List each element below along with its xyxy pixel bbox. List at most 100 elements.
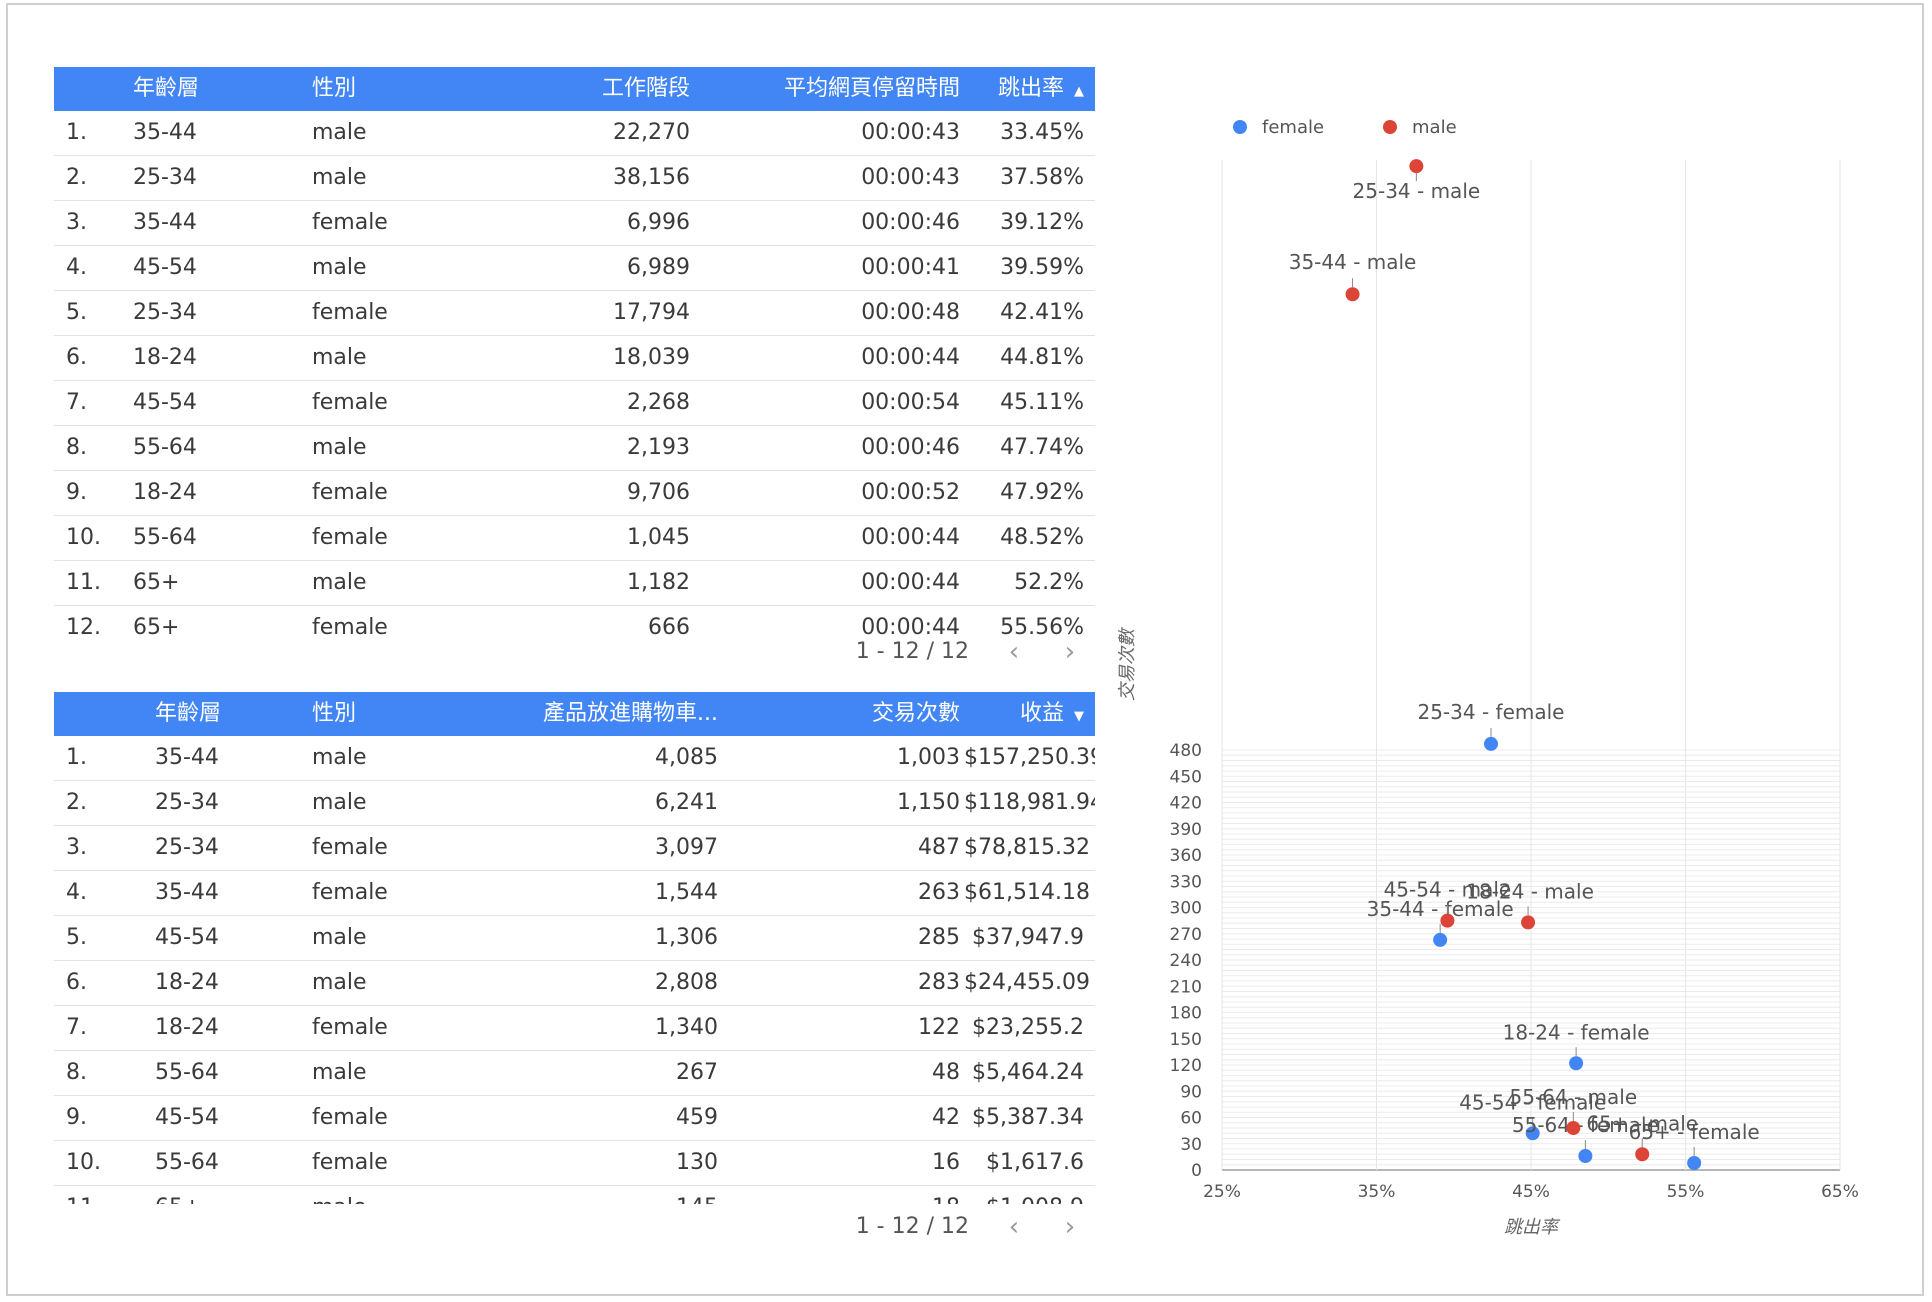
cell-revenue: $78,815.32 [964, 835, 1090, 860]
table-row[interactable]: 7. 18-24 female 1,340 122 $23,255.2 [54, 1006, 1095, 1051]
table-row[interactable]: 5. 45-54 male 1,306 285 $37,947.9 [54, 916, 1095, 961]
header-age[interactable]: 年齡層 [155, 701, 222, 726]
cell-revenue: $1,008.9 [964, 1186, 1084, 1204]
table-row[interactable]: 3. 35-44 female 6,996 00:00:46 39.12% [54, 201, 1095, 246]
legend-marker-female [1233, 120, 1247, 134]
header-age[interactable]: 年齡層 [133, 76, 200, 101]
y-tick-label: 420 [1170, 794, 1202, 814]
table-row[interactable]: 1. 35-44 male 22,270 00:00:43 33.45% [54, 111, 1095, 156]
cell-age: 55-64 [133, 525, 197, 550]
table-row[interactable]: 2. 25-34 male 38,156 00:00:43 37.58% [54, 156, 1095, 201]
table-row[interactable]: 2. 25-34 male 6,241 1,150 $118,981.94 [54, 781, 1095, 826]
header-sessions[interactable]: 工作階段 [601, 76, 690, 101]
table-row[interactable]: 10. 55-64 female 130 16 $1,617.6 [54, 1141, 1095, 1186]
cell-age: 45-54 [133, 390, 197, 415]
cell-add-to-cart: 1,306 [655, 925, 718, 950]
row-number: 5. [66, 300, 87, 325]
cell-bounce-rate: 39.59% [1000, 255, 1084, 280]
cell-age: 18-24 [155, 970, 219, 995]
x-tick-label: 65% [1821, 1182, 1859, 1202]
chevron-right-icon[interactable]: › [1064, 637, 1076, 667]
row-number: 11. [66, 570, 101, 595]
cell-duration: 00:00:48 [861, 300, 960, 325]
cell-bounce-rate: 55.56% [1000, 615, 1084, 637]
header-revenue[interactable]: 收益 ▼ [1019, 701, 1084, 726]
cell-transactions: 1,150 [897, 790, 960, 815]
cell-gender: male [312, 970, 367, 995]
header-add-to-cart[interactable]: 產品放進購物車... [543, 701, 718, 726]
row-number: 11. [66, 1186, 126, 1204]
table-row[interactable]: 6. 18-24 male 2,808 283 $24,455.09 [54, 961, 1095, 1006]
table-row[interactable]: 11. 65+ male145 18$1,008.9 [54, 1186, 1095, 1204]
row-number: 6. [66, 345, 87, 370]
table-row[interactable]: 7. 45-54 female 2,268 00:00:54 45.11% [54, 381, 1095, 426]
row-number: 7. [66, 1015, 87, 1040]
header-bounce-rate[interactable]: 跳出率 ▲ [997, 76, 1084, 101]
chevron-left-icon[interactable]: ‹ [1008, 1212, 1020, 1242]
sort-descending-icon[interactable]: ▼ [1074, 709, 1084, 724]
data-label: 65+ - female [1629, 1120, 1760, 1144]
y-tick-label: 210 [1170, 977, 1202, 997]
cell-duration: 00:00:46 [861, 210, 960, 235]
pagination-range: 1 - 12 / 12 [855, 639, 969, 664]
cell-gender: female [312, 615, 388, 637]
header-gender[interactable]: 性別 [312, 701, 357, 726]
cell-add-to-cart: 4,085 [655, 745, 718, 770]
header-avg-duration[interactable]: 平均網頁停留時間 [783, 76, 960, 101]
cell-age: 65+ [133, 570, 180, 595]
y-tick-label: 450 [1170, 767, 1202, 787]
table-body: 1. 35-44 male 4,085 1,003 $157,250.39 2. 25-34 m… [54, 736, 1095, 1204]
cell-revenue: $37,947.9 [972, 925, 1084, 950]
cell-age: 35-44 [155, 880, 219, 905]
cell-bounce-rate: 44.81% [1000, 345, 1084, 370]
cell-gender: female [312, 1150, 388, 1175]
cell-sessions: 22,270 [613, 120, 690, 145]
y-tick-label: 300 [1170, 899, 1202, 919]
header-transactions[interactable]: 交易次數 [871, 701, 960, 726]
table-row[interactable]: 8. 55-64 male 267 48 $5,464.24 [54, 1051, 1095, 1096]
data-point [1433, 932, 1448, 947]
table-row[interactable]: 10. 55-64 female 1,045 00:00:44 48.52% [54, 516, 1095, 561]
row-number: 3. [66, 835, 87, 860]
cell-transactions: 42 [932, 1105, 960, 1130]
table-row[interactable]: 3. 25-34 female 3,097 487 $78,815.32 [54, 826, 1095, 871]
cell-duration: 00:00:44 [861, 615, 960, 637]
cell-gender: female [312, 210, 388, 235]
cell-bounce-rate: 42.41% [1000, 300, 1084, 325]
data-point [1440, 913, 1455, 928]
cell-transactions: 487 [918, 835, 960, 860]
cell-add-to-cart: 130 [676, 1150, 718, 1175]
table-row[interactable]: 4. 45-54 male 6,989 00:00:41 39.59% [54, 246, 1095, 291]
x-tick-label: 45% [1512, 1182, 1550, 1202]
data-point [1409, 159, 1424, 174]
cell-sessions: 6,989 [627, 255, 690, 280]
cell-duration: 00:00:43 [861, 120, 960, 145]
data-point [1483, 736, 1498, 751]
report-frame [6, 3, 1924, 1296]
sort-ascending-icon[interactable]: ▲ [1074, 84, 1084, 99]
cell-age: 25-34 [133, 300, 197, 325]
legend-label-male: male [1412, 117, 1457, 138]
y-tick-label: 360 [1170, 846, 1202, 866]
table-row[interactable]: 6. 18-24 male 18,039 00:00:44 44.81% [54, 336, 1095, 381]
cell-transactions: 48 [932, 1060, 960, 1085]
cell-gender: female [312, 525, 388, 550]
table-row[interactable]: 12. 65+ female 666 00:00:44 55.56% [54, 606, 1095, 637]
row-number: 3. [66, 210, 87, 235]
header-gender[interactable]: 性別 [312, 76, 357, 101]
table-row[interactable]: 4. 35-44 female 1,544 263 $61,514.18 [54, 871, 1095, 916]
table-row[interactable]: 11. 65+ male 1,182 00:00:44 52.2% [54, 561, 1095, 606]
table-row[interactable]: 8. 55-64 male 2,193 00:00:46 47.74% [54, 426, 1095, 471]
cell-transactions: 283 [918, 970, 960, 995]
cell-age: 55-64 [133, 435, 197, 460]
table-row[interactable]: 9. 45-54 female 459 42 $5,387.34 [54, 1096, 1095, 1141]
table-row[interactable]: 1. 35-44 male 4,085 1,003 $157,250.39 [54, 736, 1095, 781]
cell-revenue: $23,255.2 [972, 1015, 1084, 1040]
table-row[interactable]: 9. 18-24 female 9,706 00:00:52 47.92% [54, 471, 1095, 516]
cell-add-to-cart: 1,544 [655, 880, 718, 905]
chevron-right-icon[interactable]: › [1064, 1212, 1076, 1242]
cell-gender: male [312, 925, 367, 950]
chevron-left-icon[interactable]: ‹ [1008, 637, 1020, 667]
cell-age: 65+ [155, 1186, 295, 1204]
table-row[interactable]: 5. 25-34 female 17,794 00:00:48 42.41% [54, 291, 1095, 336]
